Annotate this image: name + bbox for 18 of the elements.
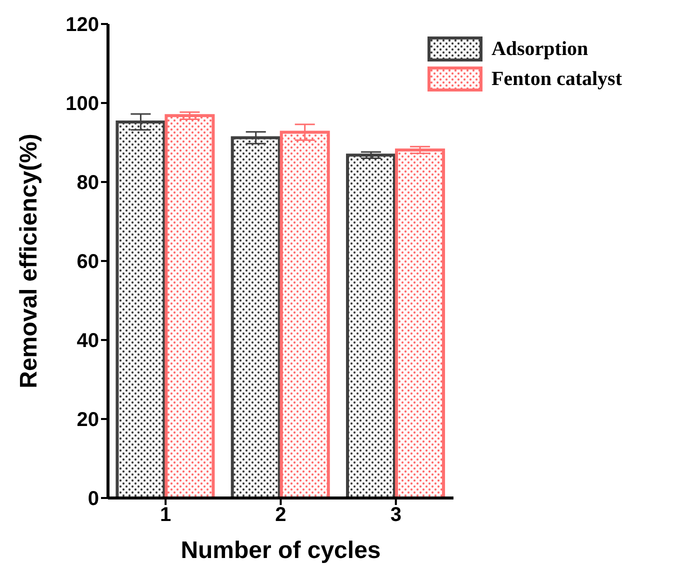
legend-label: Adsorption <box>491 38 588 60</box>
x-tick-label: 3 <box>390 504 402 526</box>
y-tick-label: 0 <box>88 488 99 510</box>
bar <box>164 114 215 498</box>
bar <box>346 154 396 498</box>
bar <box>230 136 281 498</box>
y-tick-label: 120 <box>66 14 99 36</box>
y-axis-title: Removal efficiency(%) <box>16 134 43 388</box>
y-tick-label: 60 <box>76 251 99 274</box>
x-tick-label: 1 <box>160 504 172 526</box>
y-tick-label: 80 <box>76 172 99 194</box>
x-tick-label: 2 <box>275 504 286 526</box>
y-tick-label: 100 <box>66 93 99 116</box>
y-tick-label: 40 <box>76 330 99 352</box>
bar <box>395 148 446 498</box>
x-axis-title: Number of cycles <box>180 537 381 564</box>
y-tick-label: 20 <box>76 409 99 432</box>
legend-label: Fenton catalyst <box>491 68 622 90</box>
